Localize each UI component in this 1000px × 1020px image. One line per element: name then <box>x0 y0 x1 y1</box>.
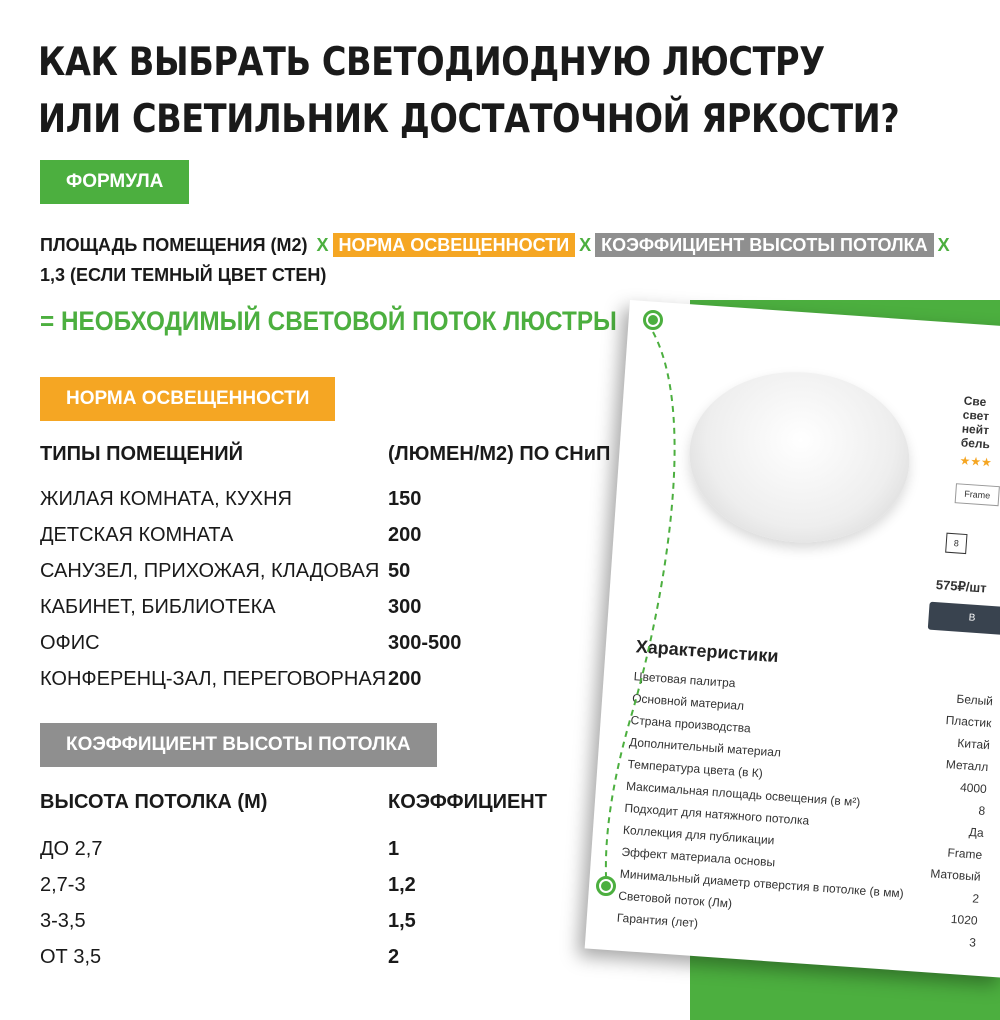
table-row: ЖИЛАЯ КОМНАТА, КУХНЯ 150 <box>40 488 422 510</box>
formula-result: = НЕОБХОДИМЫЙ СВЕТОВОЙ ПОТОК ЛЮСТРЫ <box>40 306 617 336</box>
formula: ПЛОЩАДЬ ПОМЕЩЕНИЯ (М2) Х НОРМА ОСВЕЩЕННОС… <box>40 233 950 285</box>
connector-dot-bottom <box>596 876 616 896</box>
table-row: КОНФЕРЕНЦ-ЗАЛ, ПЕРЕГОВОРНАЯ 200 <box>40 668 422 690</box>
table-row: 3-3,5 1,5 <box>40 910 416 932</box>
norm-col-lumen: (ЛЮМЕН/М2) ПО СНиП <box>388 443 611 465</box>
table-row: ДО 2,7 1 <box>40 838 400 860</box>
table-row: КАБИНЕТ, БИБЛИОТЕКА 300 <box>40 596 422 618</box>
table-row: ДЕТСКАЯ КОМНАТА 200 <box>40 524 422 546</box>
formula-tag: ФОРМУЛА <box>40 160 190 204</box>
table-row: ОТ 3,5 2 <box>40 946 400 968</box>
formula-coef: КОЭФФИЦИЕНТ ВЫСОТЫ ПОТОЛКА <box>595 233 934 257</box>
connector-dot-top <box>643 310 663 330</box>
page-title: КАК ВЫБРАТЬ СВЕТОДИОДНУЮ ЛЮСТРУ ИЛИ СВЕТИ… <box>38 40 900 142</box>
formula-norm: НОРМА ОСВЕЩЕННОСТИ <box>332 233 576 257</box>
coef-col-height: ВЫСОТА ПОТОЛКА (М) <box>40 791 268 813</box>
norm-col-rooms: ТИПЫ ПОМЕЩЕНИЙ <box>40 443 243 465</box>
coef-col-coef: КОЭФФИЦИЕНТ <box>388 791 547 813</box>
coef-tag: КОЭФФИЦИЕНТ ВЫСОТЫ ПОТОЛКА <box>40 723 437 767</box>
table-row: 2,7-3 1,2 <box>40 874 416 896</box>
table-row: САНУЗЕЛ, ПРИХОЖАЯ, КЛАДОВАЯ 50 <box>40 560 411 582</box>
norm-tag: НОРМА ОСВЕЩЕННОСТИ <box>40 377 336 421</box>
table-row: ОФИС 300-500 <box>40 632 462 654</box>
